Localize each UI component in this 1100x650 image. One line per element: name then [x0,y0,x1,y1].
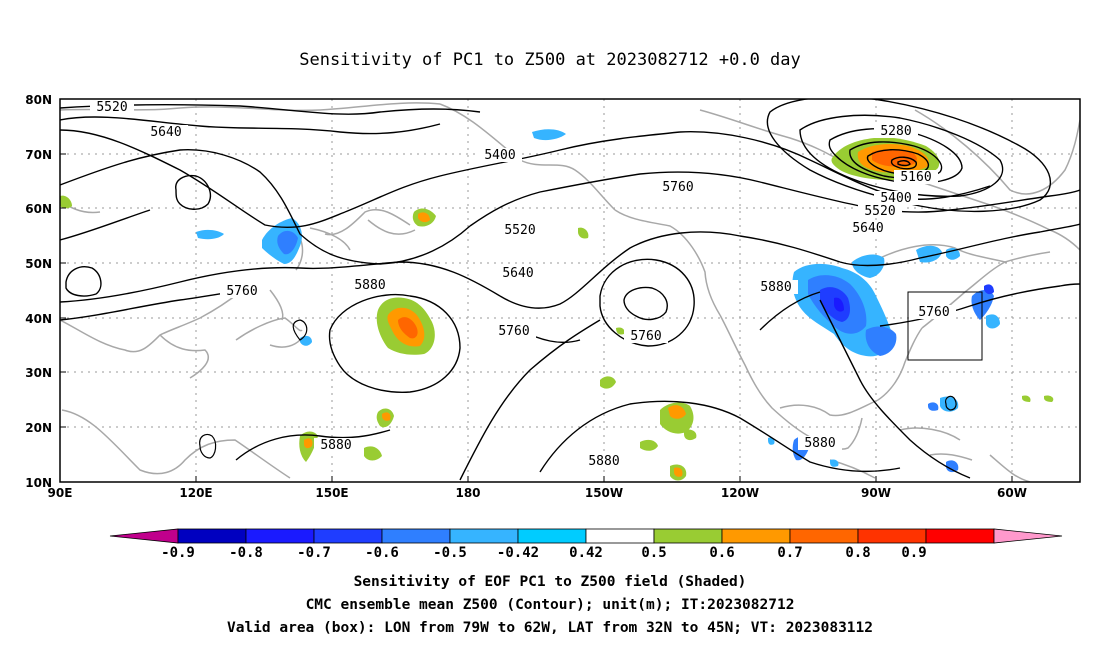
svg-text:5640: 5640 [150,125,181,140]
contour-label: 5520 [498,223,542,238]
colorbar-label: -0.6 [365,545,399,561]
colorbar-label: 0.8 [845,545,870,561]
colorbar-segment [653,528,723,544]
caption-line-1: Sensitivity of EOF PC1 to Z500 field (Sh… [353,574,747,590]
svg-text:5520: 5520 [864,204,895,219]
contour-label: 5760 [492,324,536,339]
svg-text:5880: 5880 [354,278,385,293]
lat-label: 70N [25,148,52,162]
colorbar-segment [381,528,451,544]
colorbar-segment [517,528,587,544]
contour-label: 5880 [348,278,392,293]
svg-text:5760: 5760 [226,284,257,299]
contour-label: 5640 [496,266,540,281]
z500-contours [60,99,1080,481]
colorbar-label: -0.5 [433,545,467,561]
colorbar-label: 0.9 [901,545,926,561]
svg-text:5520: 5520 [504,223,535,238]
contour-label: 5760 [220,284,264,299]
contour-label: 5640 [846,221,890,236]
svg-text:5760: 5760 [630,329,661,344]
svg-text:5280: 5280 [880,124,911,139]
colorbar-label: 0.5 [641,545,666,561]
lon-label: 120E [179,486,212,500]
valid-area-box [907,291,983,361]
contour-label: 5760 [656,180,700,195]
colorbar-segment [313,528,383,544]
lon-label: 60W [997,486,1027,500]
lon-label: 90W [861,486,891,500]
colorbar-label: -0.8 [229,545,263,561]
plot-frame [59,98,1081,483]
svg-text:5880: 5880 [760,280,791,295]
colorbar-label: -0.9 [161,545,195,561]
lat-label: 10N [25,476,52,490]
lon-label: 90E [48,486,73,500]
contour-label: 5760 [912,305,956,320]
contour-label: 5400 [874,191,918,206]
svg-text:5640: 5640 [502,266,533,281]
map-title: Sensitivity of PC1 to Z500 at 2023082712… [299,50,801,70]
colorbar-label: 0.42 [569,545,603,561]
colorbar-segment [109,528,179,544]
colorbar-segment [857,528,927,544]
colorbar-segment [993,528,1063,544]
contour-label: 5400 [478,148,522,163]
colorbar-labels: -0.9 -0.8 -0.7 -0.6 -0.5 -0.42 0.42 0.5 … [161,545,927,561]
contour-label: 5280 [874,124,918,139]
lat-label: 60N [25,202,52,216]
contour-label: 5520 [858,204,902,219]
caption-line-3: Valid area (box): LON from 79W to 62W, L… [226,620,873,636]
colorbar-label: 0.6 [709,545,734,561]
svg-text:5520: 5520 [96,100,127,115]
contour-labels: 5520 5640 5400 5760 5880 5520 5640 5760 [90,100,956,469]
svg-text:5400: 5400 [880,191,911,206]
lon-label: 150W [585,486,623,500]
contour-label: 5520 [90,100,134,115]
svg-text:5400: 5400 [484,148,515,163]
lat-label: 20N [25,421,52,435]
svg-text:5880: 5880 [588,454,619,469]
contour-label: 5160 [894,170,938,185]
lon-label: 150E [315,486,348,500]
colorbar-segment [585,528,655,544]
colorbar-segment [721,528,791,544]
colorbar-label: -0.42 [497,545,539,561]
lat-label: 40N [25,312,52,326]
lat-label: 80N [25,93,52,107]
colorbar [109,528,1063,544]
contour-label: 5880 [754,280,798,295]
colorbar-label: -0.7 [297,545,331,561]
colorbar-segment [789,528,859,544]
svg-text:5760: 5760 [498,324,529,339]
svg-text:5880: 5880 [320,438,351,453]
colorbar-segment [449,528,519,544]
colorbar-segment [925,528,995,544]
longitude-labels: 90E 120E 150E 180 150W 120W 90W 60W [48,486,1027,500]
latitude-labels: 80N 70N 60N 50N 40N 30N 20N 10N [25,93,52,490]
contour-label: 5880 [314,438,358,453]
caption-line-2: CMC ensemble mean Z500 (Contour); unit(m… [305,597,795,613]
contour-label: 5760 [624,329,668,344]
colorbar-label: 0.7 [777,545,802,561]
axis-ticks [60,98,1013,482]
lon-label: 180 [455,486,480,500]
svg-text:5640: 5640 [852,221,883,236]
colorbar-segment [245,528,315,544]
lon-label: 120W [721,486,759,500]
svg-text:5760: 5760 [918,305,949,320]
contour-label: 5880 [582,454,626,469]
lat-label: 30N [25,366,52,380]
colorbar-segment [177,528,247,544]
contour-label: 5640 [144,125,188,140]
svg-text:5760: 5760 [662,180,693,195]
svg-text:5160: 5160 [900,170,931,185]
lat-label: 50N [25,257,52,271]
contour-label: 5880 [798,436,842,451]
svg-text:5880: 5880 [804,436,835,451]
